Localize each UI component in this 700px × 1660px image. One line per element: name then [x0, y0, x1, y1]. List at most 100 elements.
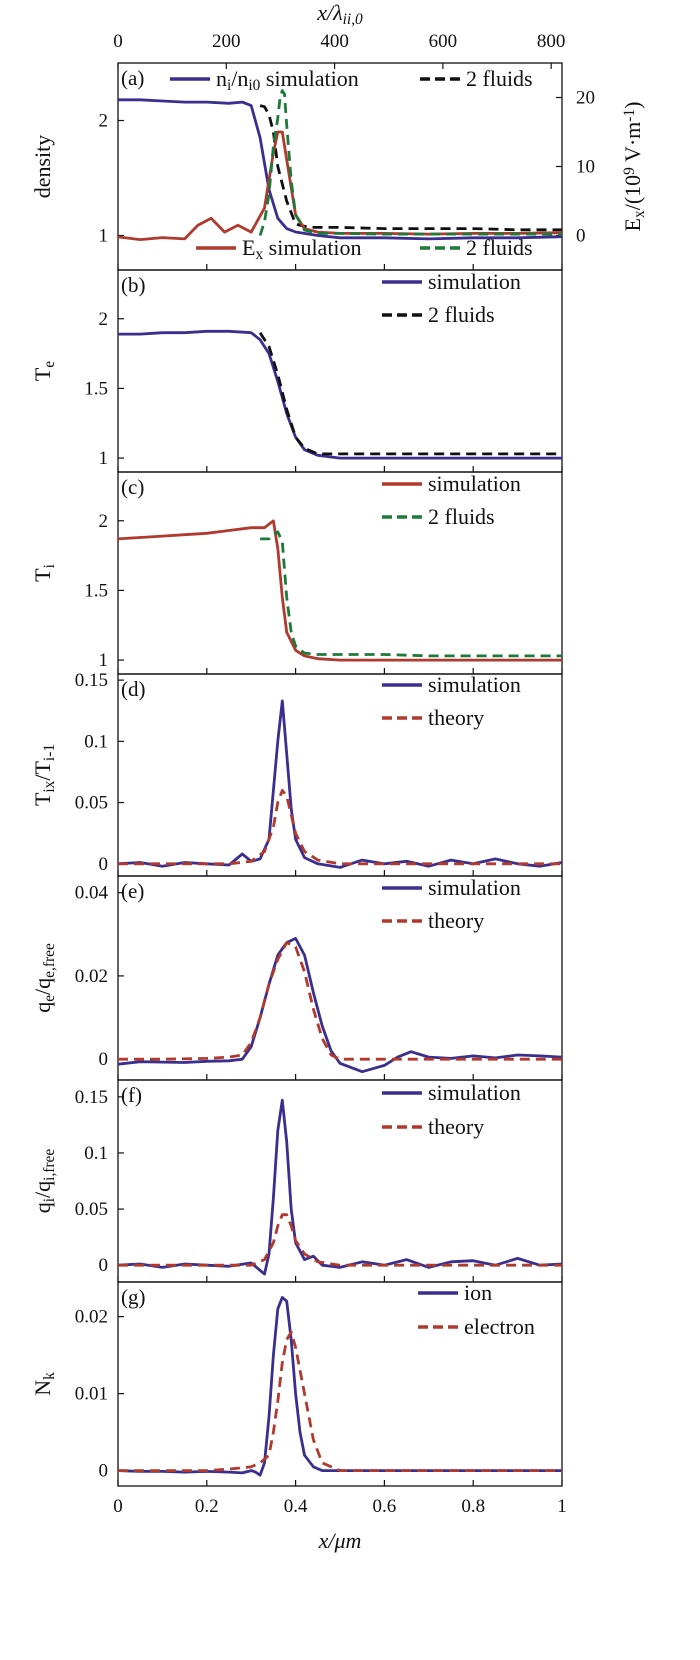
y-tick-label: 1.5 — [84, 378, 108, 399]
legend-entry: electron — [418, 1314, 535, 1339]
legend-label: simulation — [428, 672, 521, 697]
series-line — [117, 130, 563, 241]
y-axis-label: qi/qi,free — [30, 1149, 58, 1214]
panel-frame — [117, 471, 563, 675]
series-line — [259, 104, 562, 232]
series-line — [117, 937, 563, 1074]
y-tick-label: 0.01 — [75, 1384, 108, 1405]
y2-tick-label: 10 — [576, 157, 595, 178]
top-x-tick-label: 0 — [113, 31, 123, 52]
legend-label: simulation — [428, 269, 521, 294]
y-tick-label: 0 — [99, 1461, 109, 1482]
y-tick-label: 0 — [99, 1255, 109, 1276]
legend-entry: 2 fluids — [420, 235, 533, 260]
legend-label: 2 fluids — [428, 302, 495, 327]
legend-label: simulation — [428, 875, 521, 900]
legend-label: 2 fluids — [466, 235, 533, 260]
legend-label: ni/ni0 simulation — [216, 66, 359, 94]
panel-e: 0 0.02 0.04 qe/qe,free (e) simulation theory — [30, 875, 563, 1081]
x-tick-label: 1 — [557, 1496, 567, 1517]
legend-entry: simulation — [382, 875, 521, 900]
panel-frame — [117, 673, 563, 877]
panel-b: 1 1.5 2 Te (b) simulation 2 fluids — [30, 269, 563, 473]
legend-entry: simulation — [382, 672, 521, 697]
legend-label: theory — [428, 705, 484, 730]
y-tick-label: 0.15 — [75, 1087, 108, 1108]
panel-tag: (d) — [121, 677, 146, 701]
series-line — [118, 98, 563, 241]
legend-entry: ion — [418, 1280, 492, 1305]
y-tick-label: 0.1 — [84, 1143, 108, 1164]
top-x-axis-label: x/λii,0 — [316, 0, 363, 28]
y-axis-label: Tix/Ti-1 — [30, 744, 58, 806]
y-axis-label: density — [30, 135, 55, 199]
legend-entry: Ex simulation — [196, 235, 362, 263]
y-tick-label: 0.15 — [75, 670, 108, 691]
y-tick-label: 0.05 — [75, 1199, 108, 1220]
legend-entry: 2 fluids — [382, 302, 495, 327]
y-axis-label: qe/qe,free — [30, 943, 58, 1013]
x-tick-label: 0.4 — [284, 1496, 308, 1517]
legend-entry: theory — [382, 1114, 484, 1139]
x-tick-label: 0.2 — [195, 1496, 219, 1517]
panel-tag: (a) — [121, 66, 144, 90]
y-tick-label: 0.04 — [75, 883, 109, 904]
top-x-tick-label: 400 — [320, 31, 349, 52]
legend-label: Ex simulation — [242, 235, 362, 263]
series-line — [117, 519, 562, 662]
panel-frame — [117, 875, 563, 1081]
legend-entry: theory — [382, 908, 484, 933]
panel-frame — [117, 1079, 563, 1283]
legend-label: 2 fluids — [466, 66, 533, 91]
series-line — [258, 331, 562, 456]
series-line — [118, 788, 562, 866]
x-tick-label: 0 — [113, 1496, 123, 1517]
y-tick-label: 1 — [99, 226, 109, 247]
legend-label: theory — [428, 908, 484, 933]
y-tick-label: 0.02 — [75, 966, 108, 987]
y-axis-label: Ti — [30, 564, 58, 582]
legend-entry: 2 fluids — [382, 504, 495, 529]
legend-entry: simulation — [382, 471, 521, 496]
legend-label: theory — [428, 1114, 484, 1139]
x-axis-label: x/μm — [318, 1528, 362, 1553]
series-line — [118, 1330, 562, 1472]
legend-label: electron — [464, 1314, 535, 1339]
panel-g: 0 0.01 0.02 Nk (g) ion electron — [30, 1280, 563, 1487]
y2-tick-label: 0 — [576, 226, 586, 247]
legend-entry: 2 fluids — [420, 66, 533, 91]
panel-c: 1 1.5 2 Ti (c) simulation 2 fluids — [30, 471, 563, 675]
top-x-tick-label: 200 — [212, 31, 241, 52]
y-tick-label: 2 — [99, 111, 109, 132]
top-x-tick-label: 800 — [537, 31, 566, 52]
legend-entry: ni/ni0 simulation — [170, 66, 359, 94]
y-tick-label: 0 — [99, 1049, 109, 1070]
y-axis-label: Nk — [30, 1372, 58, 1396]
y-tick-label: 0.1 — [84, 731, 108, 752]
series-line — [118, 941, 562, 1061]
panel-f: 0 0.05 0.1 0.15 qi/qi,free (f) simulation theor… — [30, 1079, 563, 1283]
top-x-tick-label: 600 — [429, 31, 458, 52]
y-tick-label: 2 — [99, 309, 109, 330]
y-tick-label: 1 — [99, 448, 109, 469]
panel-tag: (b) — [121, 273, 146, 297]
y-axis-label: Te — [30, 361, 58, 381]
panel-tag: (g) — [121, 1285, 146, 1309]
y-tick-label: 1.5 — [84, 580, 108, 601]
panel-d: 0 0.05 0.1 0.15 Tix/Ti-1 (d) simulation theory — [30, 670, 563, 877]
legend-label: ion — [464, 1280, 492, 1305]
panel-tag: (e) — [121, 879, 144, 903]
series-line — [117, 699, 563, 869]
shared-axes: 0 200 400 600 800 x/λii,0 0 0.2 0.4 0.6 0.8 1 x/μm — [113, 0, 567, 1553]
legend-entry: theory — [382, 705, 484, 730]
legend-label: simulation — [428, 1080, 521, 1105]
series-line — [117, 1098, 563, 1276]
panel-frame — [117, 269, 563, 473]
legend-label: simulation — [428, 471, 521, 496]
panel-tag: (c) — [121, 475, 144, 499]
panel-frame — [117, 1281, 563, 1487]
y-tick-label: 0.05 — [75, 793, 108, 814]
